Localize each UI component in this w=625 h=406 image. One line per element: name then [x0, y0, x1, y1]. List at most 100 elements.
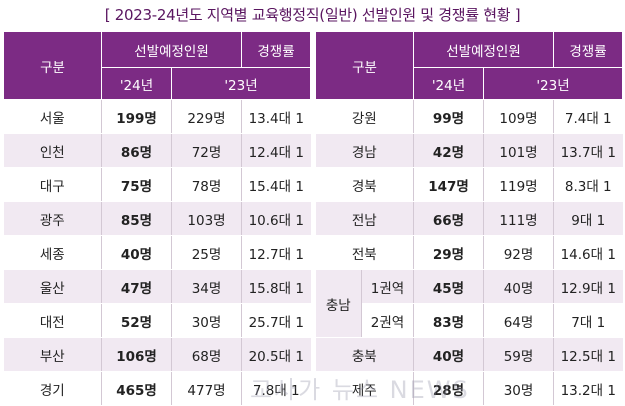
rate-cell: 12.4대 1 [241, 133, 311, 168]
sel24-cell: 42명 [413, 133, 484, 168]
table-title: [ 2023-24년도 지역별 교육행정직(일반) 선발인원 및 경쟁률 현황 … [104, 6, 521, 24]
sel24-cell: 52명 [101, 303, 172, 338]
header-competition: 경쟁률 [553, 31, 623, 68]
rate-cell: 7대 1 [553, 303, 623, 338]
rate-cell: 10.6대 1 [241, 201, 311, 236]
sel23-cell: 229명 [171, 99, 242, 134]
header-competition: 경쟁률 [241, 31, 311, 68]
sel23-cell: 72명 [171, 133, 242, 168]
region-cell: 경북 [315, 167, 414, 202]
table-row: 경기 465명 477명 7.8대 1 [3, 371, 311, 406]
header-selection: 선발예정인원 [413, 31, 554, 68]
header-year23: '23년 [483, 67, 623, 100]
sel24-cell: 40명 [413, 337, 484, 372]
region-cell: 경남 [315, 133, 414, 168]
rate-cell: 12.7대 1 [241, 235, 311, 270]
sel24-cell: 199명 [101, 99, 172, 134]
sel24-cell: 99명 [413, 99, 484, 134]
table-row: 경남 42명 101명 13.7대 1 [315, 133, 623, 168]
left-table: 구분 선발예정인원 경쟁률 '24년 '23년 서울 199명 229명 13.… [3, 31, 311, 406]
table-row: 충남 1권역 45명 40명 12.9대 1 [315, 269, 623, 338]
sel24-cell: 147명 [413, 167, 484, 202]
sel24-cell: 106명 [101, 337, 172, 372]
sel24-cell: 85명 [101, 201, 172, 236]
sel24-cell: 465명 [101, 371, 172, 406]
sel23-cell: 68명 [171, 337, 242, 372]
sel23-cell: 111명 [483, 201, 554, 236]
sel23-cell: 103명 [171, 201, 242, 236]
region-cell: 서울 [3, 99, 102, 134]
table-row: 인천 86명 72명 12.4대 1 [3, 133, 311, 168]
header-year24: '24년 [413, 67, 484, 100]
header-year24: '24년 [101, 67, 172, 100]
table-row: 대구 75명 78명 15.4대 1 [3, 167, 311, 202]
rate-cell: 8.3대 1 [553, 167, 623, 202]
sel24-cell: 66명 [413, 201, 484, 236]
sel23-cell: 25명 [171, 235, 242, 270]
table-row: 서울 199명 229명 13.4대 1 [3, 99, 311, 134]
right-table: 구분 선발예정인원 경쟁률 '24년 '23년 강원 99명 109명 7.4대… [315, 31, 623, 406]
table-row: 제주 28명 30명 13.2대 1 [315, 371, 623, 406]
sel23-cell: 101명 [483, 133, 554, 168]
rate-cell: 20.5대 1 [241, 337, 311, 372]
region-cell: 광주 [3, 201, 102, 236]
sel24-cell: 40명 [101, 235, 172, 270]
sel23-cell: 119명 [483, 167, 554, 202]
sel23-cell: 30명 [171, 303, 242, 338]
rate-cell: 7.8대 1 [241, 371, 311, 406]
table-row: 경북 147명 119명 8.3대 1 [315, 167, 623, 202]
sel24-cell: 83명 [413, 303, 484, 338]
sel23-cell: 34명 [171, 269, 242, 304]
region-cell: 강원 [315, 99, 414, 134]
rate-cell: 25.7대 1 [241, 303, 311, 338]
rate-cell: 15.8대 1 [241, 269, 311, 304]
region-cell: 부산 [3, 337, 102, 372]
header-region: 구분 [315, 31, 414, 100]
subregion-cell: 1권역 [361, 269, 414, 304]
sel23-cell: 109명 [483, 99, 554, 134]
sel24-cell: 28명 [413, 371, 484, 406]
rate-cell: 7.4대 1 [553, 99, 623, 134]
sel23-cell: 40명 [483, 269, 554, 304]
table-row: 세종 40명 25명 12.7대 1 [3, 235, 311, 270]
table-row: 대전 52명 30명 25.7대 1 [3, 303, 311, 338]
table-row: 전북 29명 92명 14.6대 1 [315, 235, 623, 270]
header-year23: '23년 [171, 67, 311, 100]
sel24-cell: 47명 [101, 269, 172, 304]
region-cell: 충북 [315, 337, 414, 372]
table-row: 울산 47명 34명 15.8대 1 [3, 269, 311, 304]
sel23-cell: 30명 [483, 371, 554, 406]
table-row: 광주 85명 103명 10.6대 1 [3, 201, 311, 236]
header-region: 구분 [3, 31, 102, 100]
rate-cell: 9대 1 [553, 201, 623, 236]
header-selection: 선발예정인원 [101, 31, 242, 68]
table-row: 강원 99명 109명 7.4대 1 [315, 99, 623, 134]
sel24-cell: 45명 [413, 269, 484, 304]
region-cell: 세종 [3, 235, 102, 270]
rate-cell: 12.5대 1 [553, 337, 623, 372]
region-cell: 울산 [3, 269, 102, 304]
rate-cell: 14.6대 1 [553, 235, 623, 270]
rate-cell: 13.7대 1 [553, 133, 623, 168]
sel23-cell: 78명 [171, 167, 242, 202]
subregion-cell: 2권역 [361, 303, 414, 338]
rate-cell: 12.9대 1 [553, 269, 623, 304]
sel23-cell: 92명 [483, 235, 554, 270]
region-cell: 전북 [315, 235, 414, 270]
rate-cell: 15.4대 1 [241, 167, 311, 202]
region-cell: 전남 [315, 201, 414, 236]
sel24-cell: 86명 [101, 133, 172, 168]
region-cell: 경기 [3, 371, 102, 406]
region-cell: 인천 [3, 133, 102, 168]
sel23-cell: 64명 [483, 303, 554, 338]
table-row: 충북 40명 59명 12.5대 1 [315, 337, 623, 372]
region-cell: 대전 [3, 303, 102, 338]
table-row: 2권역 83명 64명 7대 1 [316, 303, 623, 338]
region-cell: 제주 [315, 371, 414, 406]
table-row: 부산 106명 68명 20.5대 1 [3, 337, 311, 372]
rate-cell: 13.2대 1 [553, 371, 623, 406]
sel24-cell: 29명 [413, 235, 484, 270]
rate-cell: 13.4대 1 [241, 99, 311, 134]
sel24-cell: 75명 [101, 167, 172, 202]
region-cell-chungnam: 충남 [315, 269, 362, 338]
